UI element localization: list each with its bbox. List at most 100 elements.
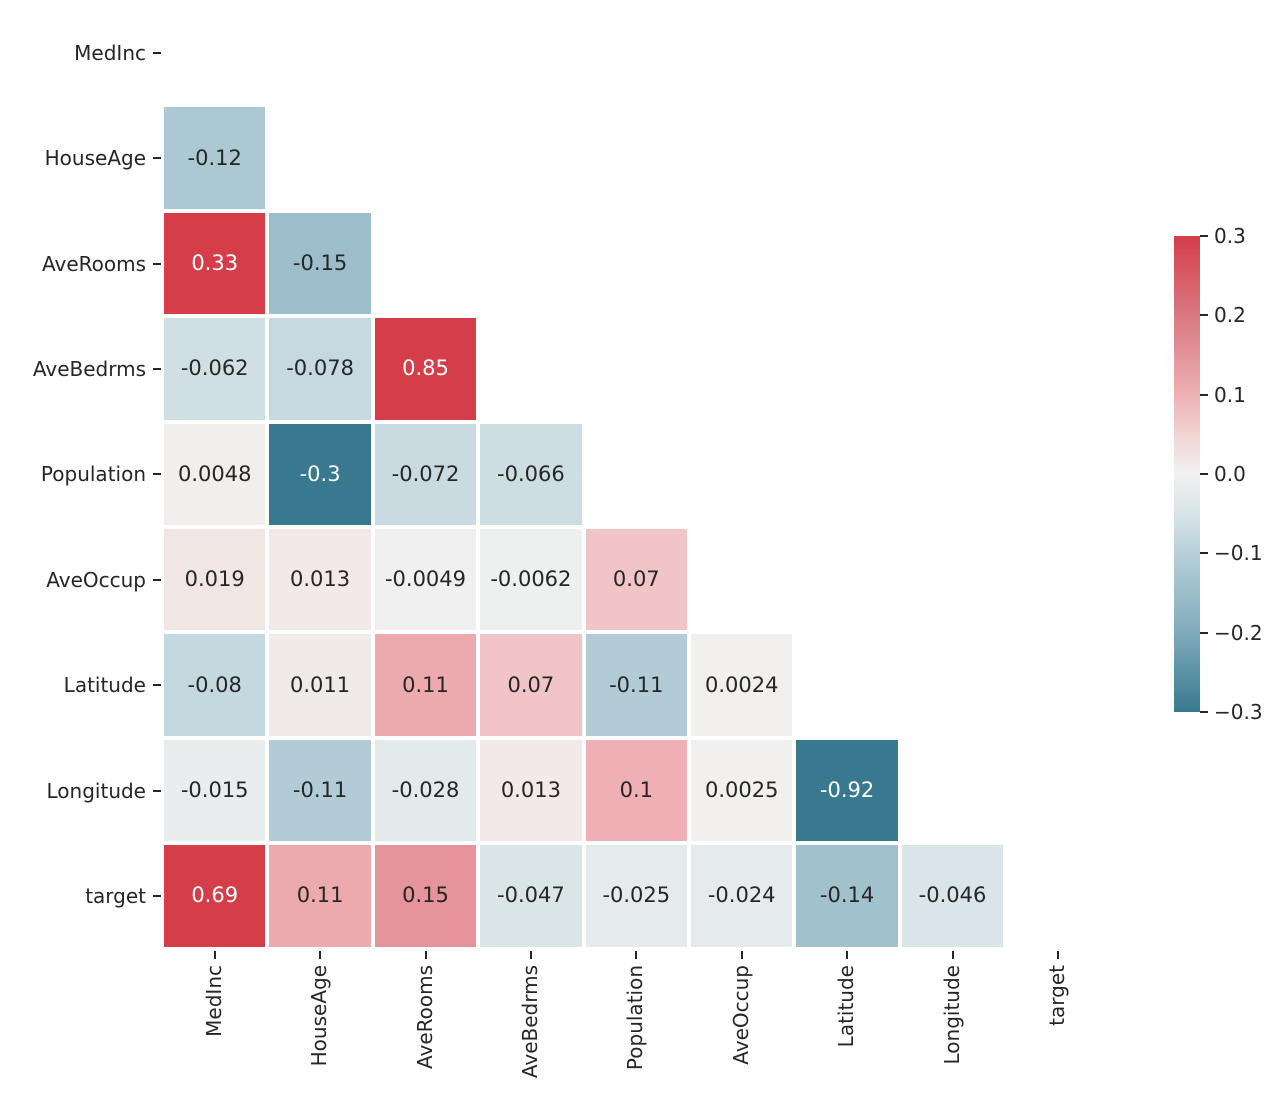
colorbar-tick-mark — [1200, 711, 1208, 713]
heatmap-cell-Longitude-AveBedrms: 0.013 — [478, 737, 584, 844]
heatmap-cell-target-AveRooms: 0.15 — [372, 843, 479, 949]
x-tick-mark — [213, 950, 216, 959]
y-tick-mark — [153, 578, 161, 581]
y-tick-label-AveBedrms: AveBedrms — [32, 356, 146, 381]
heatmap-cell-AveBedrms-AveRooms: 0.85 — [372, 316, 479, 422]
heatmap-cell-AveBedrms-HouseAge: -0.078 — [267, 316, 373, 422]
cell-annotation: -0.3 — [299, 461, 341, 486]
cell-annotation: 0.0025 — [704, 777, 779, 802]
colorbar-tick-mark — [1200, 314, 1208, 317]
cell-annotation: -0.066 — [497, 461, 565, 486]
cell-annotation: -0.072 — [391, 461, 460, 486]
cell-annotation: 0.85 — [402, 356, 449, 381]
x-tick-mark — [846, 950, 849, 959]
heatmap-cell-Population-AveRooms: -0.072 — [372, 421, 479, 527]
colorbar-tick-label: 0.2 — [1214, 303, 1246, 328]
cell-annotation: 0.15 — [402, 883, 449, 908]
heatmap-cell-Latitude-Population: -0.11 — [583, 632, 689, 738]
y-tick-mark — [153, 894, 161, 897]
x-tick-label-Longitude: Longitude — [939, 964, 964, 1065]
cell-annotation: 0.11 — [296, 883, 344, 908]
cell-annotation: -0.12 — [187, 145, 242, 170]
heatmap-cell-AveOccup-AveRooms: -0.0049 — [372, 527, 479, 633]
x-tick-mark — [424, 950, 427, 959]
cell-annotation: -0.92 — [819, 777, 875, 802]
y-tick-label-HouseAge: HouseAge — [44, 146, 146, 171]
cell-annotation: -0.028 — [391, 777, 460, 802]
heatmap-cell-Longitude-HouseAge: -0.11 — [267, 737, 373, 844]
cell-annotation: 0.11 — [402, 672, 449, 697]
x-tick-label-AveOccup: AveOccup — [728, 964, 753, 1065]
heatmap-cell-target-Latitude: -0.14 — [794, 843, 900, 949]
x-tick-label-Latitude: Latitude — [834, 964, 859, 1047]
colorbar-tick-label: 0.1 — [1214, 382, 1246, 407]
y-tick-label-Population: Population — [40, 462, 146, 487]
cell-annotation: -0.024 — [707, 883, 776, 908]
heatmap-cell-AveOccup-AveBedrms: -0.0062 — [478, 527, 584, 633]
y-tick-label-Latitude: Latitude — [63, 673, 146, 698]
y-tick-mark — [153, 789, 161, 792]
heatmap-cell-Latitude-HouseAge: 0.011 — [267, 632, 373, 738]
colorbar — [1174, 236, 1200, 712]
cell-annotation: -0.046 — [918, 883, 987, 908]
x-tick-label-Population: Population — [623, 964, 648, 1070]
heatmap-cell-Population-MedInc: 0.0048 — [162, 421, 268, 527]
heatmap-cell-target-Longitude: -0.046 — [899, 843, 1006, 949]
y-tick-label-Longitude: Longitude — [46, 778, 146, 803]
cell-annotation: -0.0062 — [490, 567, 572, 592]
x-tick-mark — [635, 950, 638, 959]
heatmap-cell-AveRooms-MedInc: 0.33 — [162, 210, 268, 317]
heatmap-cell-Population-HouseAge: -0.3 — [267, 421, 373, 527]
y-tick-mark — [153, 473, 161, 476]
cell-annotation: -0.11 — [292, 777, 348, 802]
cell-annotation: -0.11 — [609, 672, 664, 697]
cell-annotation: 0.1 — [619, 777, 653, 802]
cell-annotation: 0.013 — [500, 777, 561, 802]
colorbar-tick-mark — [1200, 473, 1208, 475]
cell-annotation: -0.015 — [180, 777, 249, 802]
cell-annotation: -0.15 — [292, 250, 348, 275]
heatmap-cell-AveOccup-HouseAge: 0.013 — [267, 527, 373, 633]
colorbar-tick-label: 0.3 — [1214, 224, 1246, 248]
colorbar-tick-label: −0.1 — [1214, 541, 1263, 566]
heatmap-cell-Latitude-AveBedrms: 0.07 — [478, 632, 584, 738]
cell-annotation: -0.078 — [286, 356, 354, 381]
heatmap-cell-Population-AveBedrms: -0.066 — [478, 421, 584, 527]
colorbar-tick-mark — [1200, 631, 1208, 634]
cell-annotation: 0.33 — [191, 250, 239, 275]
heatmap-cell-target-AveBedrms: -0.047 — [478, 843, 584, 949]
cell-annotation: 0.0024 — [704, 672, 779, 697]
x-tick-mark — [529, 950, 532, 959]
heatmap-cell-AveRooms-HouseAge: -0.15 — [267, 210, 373, 317]
x-tick-label-MedInc: MedInc — [201, 964, 226, 1037]
cell-annotation: 0.019 — [184, 567, 245, 592]
heatmap-cell-Latitude-AveRooms: 0.11 — [372, 632, 479, 738]
y-tick-mark — [153, 684, 161, 687]
heatmap-cell-AveBedrms-MedInc: -0.062 — [162, 316, 268, 422]
cell-annotation: 0.011 — [290, 672, 351, 697]
heatmap-cell-AveOccup-Population: 0.07 — [583, 527, 689, 633]
y-tick-label-AveOccup: AveOccup — [46, 567, 146, 592]
cell-annotation: -0.08 — [187, 672, 242, 697]
y-tick-label-AveRooms: AveRooms — [41, 251, 146, 276]
colorbar-tick-mark — [1200, 235, 1208, 237]
cell-annotation: -0.025 — [602, 883, 671, 908]
colorbar-tick-mark — [1200, 552, 1208, 555]
colorbar-tick-label: −0.3 — [1214, 700, 1263, 724]
x-tick-mark — [951, 950, 954, 959]
colorbar-tick-mark — [1200, 393, 1208, 396]
heatmap-cell-Longitude-AveOccup: 0.0025 — [689, 737, 795, 844]
x-tick-mark — [319, 950, 322, 959]
colorbar-tick-label: −0.2 — [1214, 620, 1263, 645]
y-tick-label-target: target — [85, 883, 146, 908]
cell-annotation: -0.0049 — [384, 567, 467, 592]
heatmap-cell-Longitude-MedInc: -0.015 — [162, 737, 268, 844]
cell-annotation: 0.07 — [612, 567, 660, 592]
heatmap-cell-target-Population: -0.025 — [583, 843, 689, 949]
x-tick-label-AveRooms: AveRooms — [412, 964, 437, 1069]
cell-annotation: -0.14 — [819, 883, 875, 908]
y-tick-mark — [153, 262, 161, 265]
colorbar-tick-label: 0.0 — [1214, 462, 1246, 486]
cell-annotation: 0.013 — [290, 567, 351, 592]
